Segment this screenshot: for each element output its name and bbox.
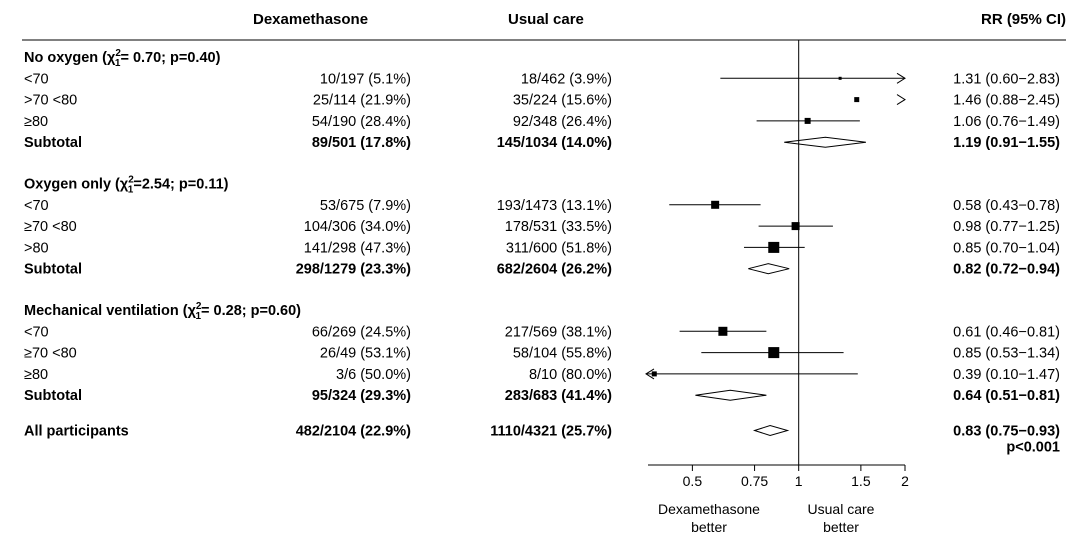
usual-care-count: 35/224 (15.6%) <box>513 93 612 109</box>
header-usual-care: Usual care <box>508 11 584 28</box>
rr-estimate: 0.98 (0.77−1.25) <box>953 219 1060 235</box>
direction-label-right: Usual care <box>808 501 875 517</box>
row-label: Subtotal <box>24 135 82 151</box>
x-tick-label: 0.75 <box>741 473 768 489</box>
dexamethasone-count: 141/298 (47.3%) <box>304 240 411 256</box>
row-label: ≥70 <80 <box>24 219 77 235</box>
header-dexamethasone: Dexamethasone <box>253 11 368 28</box>
dexamethasone-count: 104/306 (34.0%) <box>304 219 411 235</box>
rr-estimate: 0.61 (0.46−0.81) <box>953 324 1060 340</box>
rr-estimate: 0.39 (0.10−1.47) <box>953 367 1060 383</box>
ci-arrow-left <box>645 368 655 380</box>
rr-estimate: 0.85 (0.70−1.04) <box>953 240 1060 256</box>
column-headers: Dexamethasone Usual care RR (95% CI) <box>253 11 1066 28</box>
row-label: ≥70 <80 <box>24 346 77 362</box>
rr-estimate: 1.06 (0.76−1.49) <box>953 114 1060 130</box>
usual-care-count: 311/600 (51.8%) <box>506 240 612 256</box>
point-estimate <box>768 347 780 359</box>
rr-estimate: 1.46 (0.88−2.45) <box>953 93 1060 109</box>
usual-care-count: 217/569 (38.1%) <box>505 324 612 340</box>
point-estimate <box>651 371 657 377</box>
dexamethasone-count: 66/269 (24.5%) <box>312 324 411 340</box>
point-estimate <box>718 326 728 336</box>
usual-care-count: 682/2604 (26.2%) <box>497 262 612 278</box>
summary-diamond <box>748 263 790 275</box>
row-label: Subtotal <box>24 262 82 278</box>
usual-care-count: 193/1473 (13.1%) <box>497 198 612 214</box>
usual-care-count: 145/1034 (14.0%) <box>497 135 612 151</box>
point-estimate <box>804 117 811 124</box>
row-label: >80 <box>24 240 49 256</box>
summary-diamond <box>784 136 866 148</box>
forest-rows: No oxygen (χ2 1= 0.70; p=0.40) Oxygen only… <box>24 48 1060 456</box>
dexamethasone-count: 3/6 (50.0%) <box>336 367 411 383</box>
usual-care-count: 178/531 (33.5%) <box>505 219 612 235</box>
dexamethasone-count: 25/114 (21.9%) <box>313 93 411 109</box>
rr-estimate: 0.58 (0.43−0.78) <box>953 198 1060 214</box>
group-title: Oxygen only (χ2 1=2.54; p=0.11) <box>24 175 229 196</box>
dexamethasone-count: 53/675 (7.9%) <box>320 198 411 214</box>
point-estimate <box>854 97 860 103</box>
x-tick-label: 0.5 <box>683 473 703 489</box>
usual-care-count: 8/10 (80.0%) <box>529 367 612 383</box>
row-label: <70 <box>24 198 49 214</box>
dexamethasone-count: 89/501 (17.8%) <box>312 135 411 151</box>
p-value: p<0.001 <box>1006 440 1060 456</box>
rr-estimate: 1.19 (0.91−1.55) <box>953 135 1060 151</box>
row-label: <70 <box>24 71 49 87</box>
point-estimate <box>838 76 842 80</box>
rr-estimate: 0.85 (0.53−1.34) <box>953 346 1060 362</box>
rr-estimate: 0.82 (0.72−0.94) <box>953 262 1060 278</box>
direction-label-left: Dexamethasone <box>658 501 760 517</box>
dexamethasone-count: 95/324 (29.3%) <box>312 388 411 404</box>
row-label: Subtotal <box>24 388 82 404</box>
summary-diamond <box>695 389 767 401</box>
dexamethasone-count: 10/197 (5.1%) <box>320 71 411 87</box>
row-label: ≥80 <box>24 114 48 130</box>
rr-estimate: 1.31 (0.60−2.83) <box>953 71 1060 87</box>
row-label: <70 <box>24 324 49 340</box>
x-tick-label: 1.5 <box>851 473 871 489</box>
dexamethasone-count: 298/1279 (23.3%) <box>296 262 411 278</box>
ci-arrow-right <box>896 94 906 106</box>
row-label: All participants <box>24 424 129 440</box>
x-tick-label: 2 <box>901 473 909 489</box>
point-estimate <box>711 200 720 209</box>
usual-care-count: 1110/4321 (25.7%) <box>490 424 612 440</box>
rr-estimate: 0.64 (0.51−0.81) <box>953 388 1060 404</box>
group-title: Mechanical ventilation (χ2 1= 0.28; p=0.6… <box>24 301 301 322</box>
direction-label-right: better <box>823 519 859 535</box>
usual-care-count: 18/462 (3.9%) <box>521 71 612 87</box>
direction-label-left: better <box>691 519 727 535</box>
dexamethasone-count: 26/49 (53.1%) <box>320 346 411 362</box>
usual-care-count: 58/104 (55.8%) <box>513 346 612 362</box>
ci-arrow-right <box>896 72 906 84</box>
summary-diamond <box>752 424 790 437</box>
usual-care-count: 92/348 (26.4%) <box>513 114 612 130</box>
row-label: ≥80 <box>24 367 48 383</box>
row-label: >70 <80 <box>24 93 77 109</box>
point-estimate <box>768 241 780 253</box>
rr-estimate: 0.83 (0.75−0.93) <box>953 424 1060 440</box>
dexamethasone-count: 482/2104 (22.9%) <box>296 424 411 440</box>
point-estimate <box>791 222 800 231</box>
group-title: No oxygen (χ2 1= 0.70; p=0.40) <box>24 48 221 69</box>
dexamethasone-count: 54/190 (28.4%) <box>312 114 411 130</box>
forest-graph: 0.5 0.75 1 1.5 2 Dexamethasone better Usual car… <box>645 40 909 535</box>
x-tick-label: 1 <box>795 473 803 489</box>
usual-care-count: 283/683 (41.4%) <box>505 388 612 404</box>
header-rr: RR (95% CI) <box>981 11 1066 28</box>
